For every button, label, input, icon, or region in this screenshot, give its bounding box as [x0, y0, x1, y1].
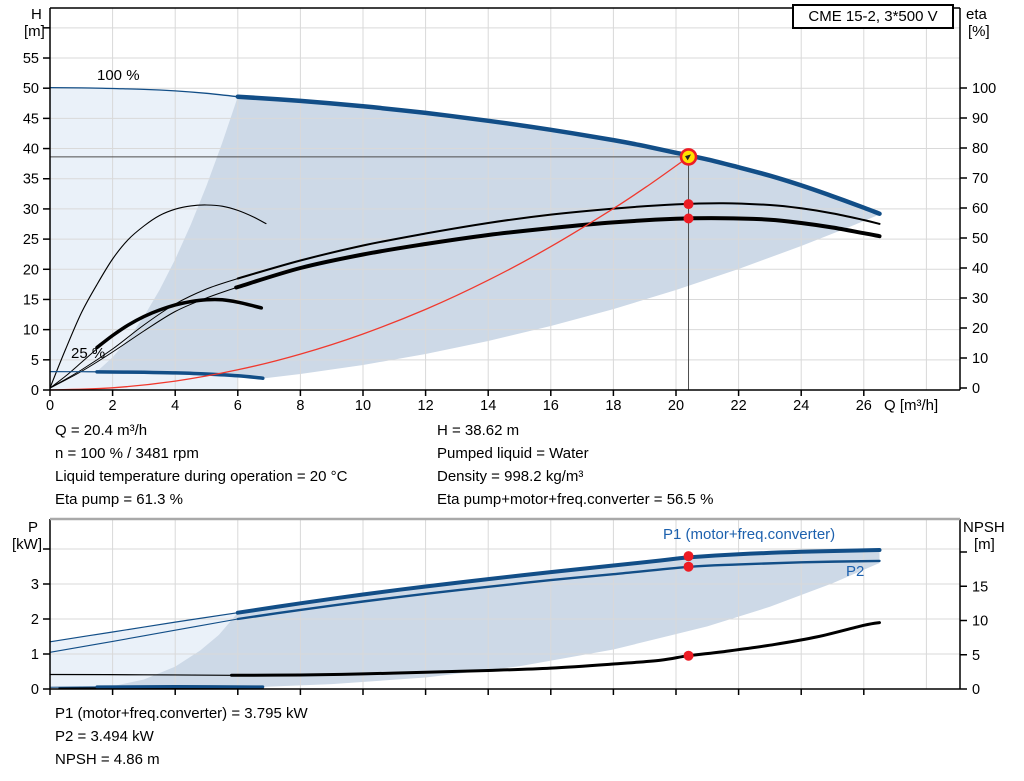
tick-label: 90	[972, 111, 988, 127]
duty-flow-text: Q = 20.4 m³/h	[55, 422, 148, 439]
tick-label: 0	[972, 682, 980, 698]
eta-pump-100pct-lead	[49, 278, 239, 389]
p1-curve-label: P1 (motor+freq.converter)	[663, 526, 836, 543]
p1-dot	[683, 551, 694, 562]
tick-label: 60	[972, 201, 988, 217]
duty-eta-pump-text: Eta pump = 61.3 %	[55, 491, 183, 508]
speed-100pct-label: 100 %	[97, 67, 140, 84]
control-curve	[49, 156, 690, 391]
tick-label: 5	[972, 648, 980, 664]
left-axis-unit-bottom: [kW]	[12, 536, 42, 553]
right-axis-unit-bottom: [m]	[974, 536, 995, 553]
tick-label: 80	[972, 141, 988, 157]
tick-label: 50	[972, 231, 988, 247]
qh-curve-25pct	[95, 370, 265, 380]
tick-label: 45	[23, 111, 39, 127]
duty-density-text: Density = 998.2 kg/m³	[437, 468, 584, 485]
eta-total-dot	[683, 213, 694, 224]
tick-label: 3	[31, 577, 39, 593]
right-axis-unit-top: [%]	[968, 23, 990, 40]
tick-label: 0	[31, 682, 39, 698]
duty-temp-text: Liquid temperature during operation = 20…	[55, 468, 348, 485]
tick-label: 70	[972, 171, 988, 187]
tick-label: 2	[31, 612, 39, 628]
x-axis-unit-label: Q [m³/h]	[884, 397, 939, 414]
tick-label: 1	[31, 647, 39, 663]
tick-label: 4	[171, 398, 179, 414]
tick-label: 6	[234, 398, 242, 414]
tick-label: 100	[972, 81, 996, 97]
tick-label: 30	[972, 291, 988, 307]
tick-label: 20	[972, 321, 988, 337]
npsh-curve	[230, 621, 881, 677]
right-axis-label-top: eta	[966, 6, 987, 23]
duty-head-text: H = 38.62 m	[437, 422, 520, 439]
tick-label: 35	[23, 172, 39, 188]
tick-label: 20	[23, 262, 39, 278]
tick-label: 10	[972, 614, 988, 630]
p2-curve-lead	[49, 618, 239, 653]
tick-label: 14	[480, 398, 496, 414]
tick-label: 5	[31, 353, 39, 369]
tick-label: 2	[109, 398, 117, 414]
left-axis-label-top: H	[31, 6, 42, 23]
tick-label: 18	[605, 398, 621, 414]
tick-label: 40	[23, 142, 39, 158]
tick-label: 24	[793, 398, 809, 414]
right-axis-label-bottom: NPSH	[963, 519, 1005, 536]
tick-label: 10	[355, 398, 371, 414]
tick-label: 40	[972, 261, 988, 277]
tick-label: 0	[46, 398, 54, 414]
duty-liquid-text: Pumped liquid = Water	[437, 445, 589, 462]
result-p2-text: P2 = 3.494 kW	[55, 728, 154, 745]
p2-dot	[683, 561, 694, 572]
speed-25pct-label: 25 %	[71, 345, 106, 362]
tick-label: 10	[972, 351, 988, 367]
tick-label: 0	[972, 381, 980, 397]
tick-label: 50	[23, 81, 39, 97]
duty-point-arrow	[685, 154, 692, 161]
eta-total-100pct	[234, 216, 882, 290]
p2-curve	[236, 559, 881, 621]
tick-label: 15	[972, 579, 988, 595]
tick-label: 55	[23, 51, 39, 67]
eta-pump-25pct	[49, 204, 267, 389]
qh-curve-100pct	[235, 94, 882, 216]
result-p1-text: P1 (motor+freq.converter) = 3.795 kW	[55, 705, 308, 722]
pump-type-title: CME 15-2, 3*500 V	[792, 4, 954, 29]
tick-label: 12	[418, 398, 434, 414]
eta-pump-100pct	[236, 202, 881, 280]
tick-label: 8	[296, 398, 304, 414]
duty-speed-text: n = 100 % / 3481 rpm	[55, 445, 199, 462]
left-axis-unit-top: [m]	[24, 23, 45, 40]
p2-curve-label: P2	[846, 563, 865, 580]
qh-curve-100pct-lead	[49, 86, 239, 98]
tick-label: 0	[31, 383, 39, 399]
npsh-dot	[683, 650, 694, 661]
left-axis-label-bottom: P	[28, 519, 39, 536]
tick-label: 30	[23, 202, 39, 218]
eta-total-25pct	[95, 297, 264, 350]
tick-label: 16	[543, 398, 559, 414]
result-npsh-text: NPSH = 4.86 m	[55, 751, 160, 768]
tick-label: 20	[668, 398, 684, 414]
npsh-curve-lead	[49, 673, 233, 676]
tick-label: 15	[23, 292, 39, 308]
eta-pump-dot	[683, 199, 694, 210]
duty-eta-total-text: Eta pump+motor+freq.converter = 56.5 %	[437, 491, 714, 508]
tick-label: 10	[23, 323, 39, 339]
tick-label: 26	[856, 398, 872, 414]
tick-label: 22	[731, 398, 747, 414]
p1-curve	[235, 548, 882, 615]
tick-label: 25	[23, 232, 39, 248]
p1-curve-lead	[49, 612, 239, 643]
eta-total-25pct-lead	[49, 345, 101, 389]
